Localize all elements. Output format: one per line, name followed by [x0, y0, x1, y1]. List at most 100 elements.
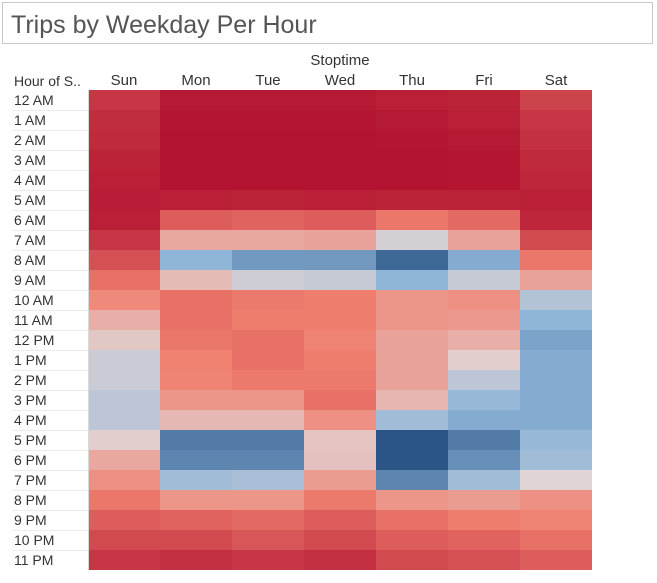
heatmap-cell[interactable]: [160, 470, 232, 490]
heatmap-cell[interactable]: [160, 350, 232, 370]
heatmap-cell[interactable]: [520, 170, 592, 190]
heatmap-cell[interactable]: [520, 330, 592, 350]
heatmap-cell[interactable]: [520, 510, 592, 530]
heatmap-cell[interactable]: [160, 370, 232, 390]
heatmap-cell[interactable]: [160, 210, 232, 230]
heatmap-cell[interactable]: [88, 130, 160, 150]
heatmap-cell[interactable]: [448, 510, 520, 530]
heatmap-cell[interactable]: [160, 330, 232, 350]
heatmap-cell[interactable]: [160, 430, 232, 450]
heatmap-cell[interactable]: [304, 150, 376, 170]
heatmap-cell[interactable]: [376, 230, 448, 250]
heatmap-cell[interactable]: [304, 370, 376, 390]
heatmap-cell[interactable]: [88, 410, 160, 430]
heatmap-cell[interactable]: [232, 190, 304, 210]
heatmap-cell[interactable]: [232, 210, 304, 230]
heatmap-cell[interactable]: [88, 470, 160, 490]
heatmap-cell[interactable]: [160, 490, 232, 510]
heatmap-cell[interactable]: [160, 190, 232, 210]
heatmap-cell[interactable]: [376, 250, 448, 270]
heatmap-cell[interactable]: [448, 430, 520, 450]
heatmap-cell[interactable]: [160, 390, 232, 410]
heatmap-cell[interactable]: [160, 310, 232, 330]
heatmap-cell[interactable]: [160, 170, 232, 190]
heatmap-cell[interactable]: [448, 270, 520, 290]
heatmap-cell[interactable]: [304, 550, 376, 570]
heatmap-cell[interactable]: [88, 330, 160, 350]
heatmap-cell[interactable]: [160, 530, 232, 550]
heatmap-cell[interactable]: [448, 370, 520, 390]
heatmap-cell[interactable]: [520, 370, 592, 390]
heatmap-cell[interactable]: [520, 290, 592, 310]
heatmap-cell[interactable]: [376, 330, 448, 350]
heatmap-cell[interactable]: [88, 110, 160, 130]
heatmap-cell[interactable]: [88, 150, 160, 170]
heatmap-cell[interactable]: [304, 190, 376, 210]
heatmap-cell[interactable]: [88, 250, 160, 270]
heatmap-cell[interactable]: [232, 90, 304, 110]
heatmap-cell[interactable]: [232, 390, 304, 410]
heatmap-cell[interactable]: [448, 210, 520, 230]
heatmap-cell[interactable]: [448, 90, 520, 110]
heatmap-cell[interactable]: [88, 530, 160, 550]
heatmap-cell[interactable]: [376, 490, 448, 510]
heatmap-cell[interactable]: [160, 450, 232, 470]
heatmap-cell[interactable]: [520, 230, 592, 250]
heatmap-cell[interactable]: [520, 490, 592, 510]
heatmap-cell[interactable]: [232, 530, 304, 550]
heatmap-cell[interactable]: [304, 450, 376, 470]
heatmap-cell[interactable]: [232, 350, 304, 370]
heatmap-cell[interactable]: [304, 470, 376, 490]
heatmap-cell[interactable]: [376, 550, 448, 570]
heatmap-cell[interactable]: [448, 490, 520, 510]
heatmap-cell[interactable]: [232, 250, 304, 270]
heatmap-cell[interactable]: [160, 410, 232, 430]
heatmap-cell[interactable]: [88, 430, 160, 450]
heatmap-cell[interactable]: [448, 450, 520, 470]
heatmap-cell[interactable]: [448, 410, 520, 430]
heatmap-cell[interactable]: [160, 510, 232, 530]
heatmap-cell[interactable]: [376, 390, 448, 410]
heatmap-cell[interactable]: [520, 270, 592, 290]
heatmap-cell[interactable]: [376, 430, 448, 450]
heatmap-cell[interactable]: [88, 290, 160, 310]
heatmap-cell[interactable]: [520, 210, 592, 230]
heatmap-cell[interactable]: [304, 390, 376, 410]
heatmap-cell[interactable]: [448, 230, 520, 250]
heatmap-cell[interactable]: [304, 310, 376, 330]
heatmap-cell[interactable]: [448, 350, 520, 370]
heatmap-cell[interactable]: [376, 170, 448, 190]
heatmap-cell[interactable]: [304, 290, 376, 310]
heatmap-cell[interactable]: [304, 510, 376, 530]
heatmap-cell[interactable]: [88, 550, 160, 570]
heatmap-cell[interactable]: [376, 130, 448, 150]
heatmap-cell[interactable]: [88, 230, 160, 250]
heatmap-cell[interactable]: [160, 230, 232, 250]
heatmap-cell[interactable]: [304, 110, 376, 130]
heatmap-cell[interactable]: [88, 270, 160, 290]
heatmap-cell[interactable]: [232, 410, 304, 430]
heatmap-cell[interactable]: [376, 150, 448, 170]
heatmap-cell[interactable]: [88, 490, 160, 510]
heatmap-cell[interactable]: [304, 270, 376, 290]
heatmap-cell[interactable]: [232, 370, 304, 390]
heatmap-cell[interactable]: [304, 490, 376, 510]
heatmap-cell[interactable]: [304, 230, 376, 250]
heatmap-cell[interactable]: [232, 550, 304, 570]
heatmap-cell[interactable]: [376, 450, 448, 470]
heatmap-cell[interactable]: [520, 410, 592, 430]
heatmap-cell[interactable]: [88, 310, 160, 330]
heatmap-cell[interactable]: [304, 530, 376, 550]
heatmap-cell[interactable]: [160, 110, 232, 130]
heatmap-cell[interactable]: [304, 430, 376, 450]
heatmap-cell[interactable]: [232, 130, 304, 150]
heatmap-cell[interactable]: [160, 130, 232, 150]
heatmap-cell[interactable]: [448, 390, 520, 410]
heatmap-cell[interactable]: [160, 90, 232, 110]
heatmap-cell[interactable]: [232, 270, 304, 290]
heatmap-cell[interactable]: [448, 550, 520, 570]
heatmap-cell[interactable]: [520, 250, 592, 270]
heatmap-cell[interactable]: [160, 270, 232, 290]
heatmap-cell[interactable]: [160, 550, 232, 570]
heatmap-cell[interactable]: [520, 110, 592, 130]
